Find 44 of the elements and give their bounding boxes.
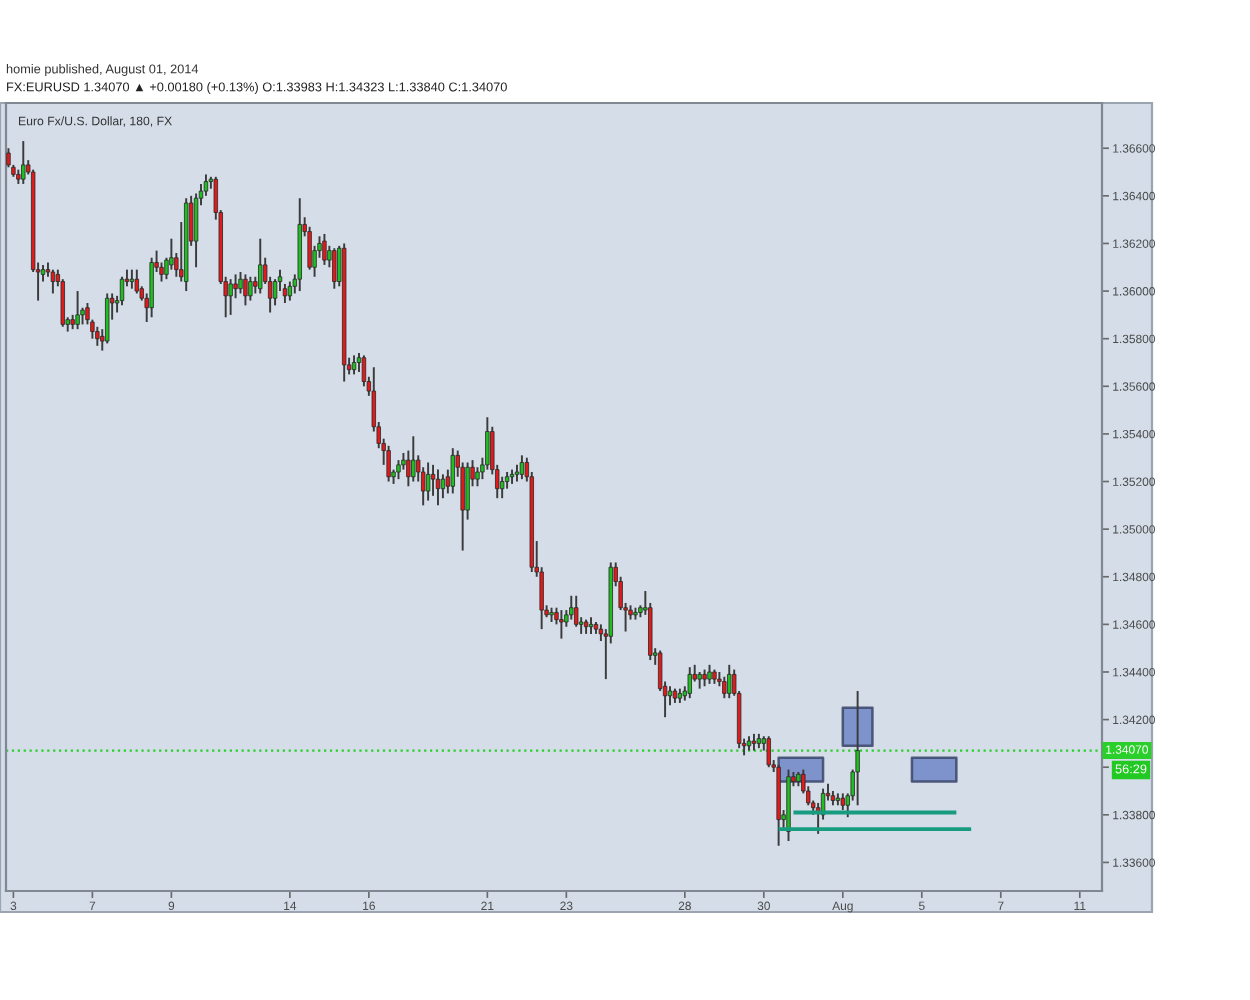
candlestick [193,192,199,269]
candlestick [569,594,574,621]
candlestick [6,147,11,169]
candlestick [411,435,416,483]
candlestick [60,278,65,328]
candlestick [248,275,253,302]
candlestick [435,468,441,507]
candlestick [707,663,712,685]
candlestick [727,663,732,700]
candlestick [95,325,100,347]
candlestick [228,278,233,316]
candlestick [75,290,80,331]
candlestick [574,594,579,628]
candlestick [687,666,692,700]
candlestick [361,354,367,388]
candlestick [307,225,312,271]
candlestick [50,268,56,295]
candlestick [450,447,455,495]
candlestick [386,444,391,483]
candlestick [287,280,293,302]
candlestick [425,461,431,502]
candlestick [322,232,327,266]
candlestick [129,268,135,290]
candlestick [21,140,26,185]
candlestick [485,416,490,471]
candlestick [766,735,771,769]
candlestick [332,247,337,290]
candlestick [203,173,209,197]
candlestick [119,275,125,307]
candlestick [519,454,525,481]
candlestick [475,466,480,488]
candlestick [272,278,278,307]
candlestick [559,609,564,640]
candlestick [105,292,110,345]
candlestick [243,273,248,307]
candlestick [351,354,357,376]
candlestick [134,268,140,295]
candlestick [855,690,860,807]
candlestick [396,459,401,481]
candlestick [169,237,174,271]
candlestick [430,463,436,497]
candlestick [440,473,446,500]
candlestick [149,256,154,319]
candlestick [258,237,263,295]
